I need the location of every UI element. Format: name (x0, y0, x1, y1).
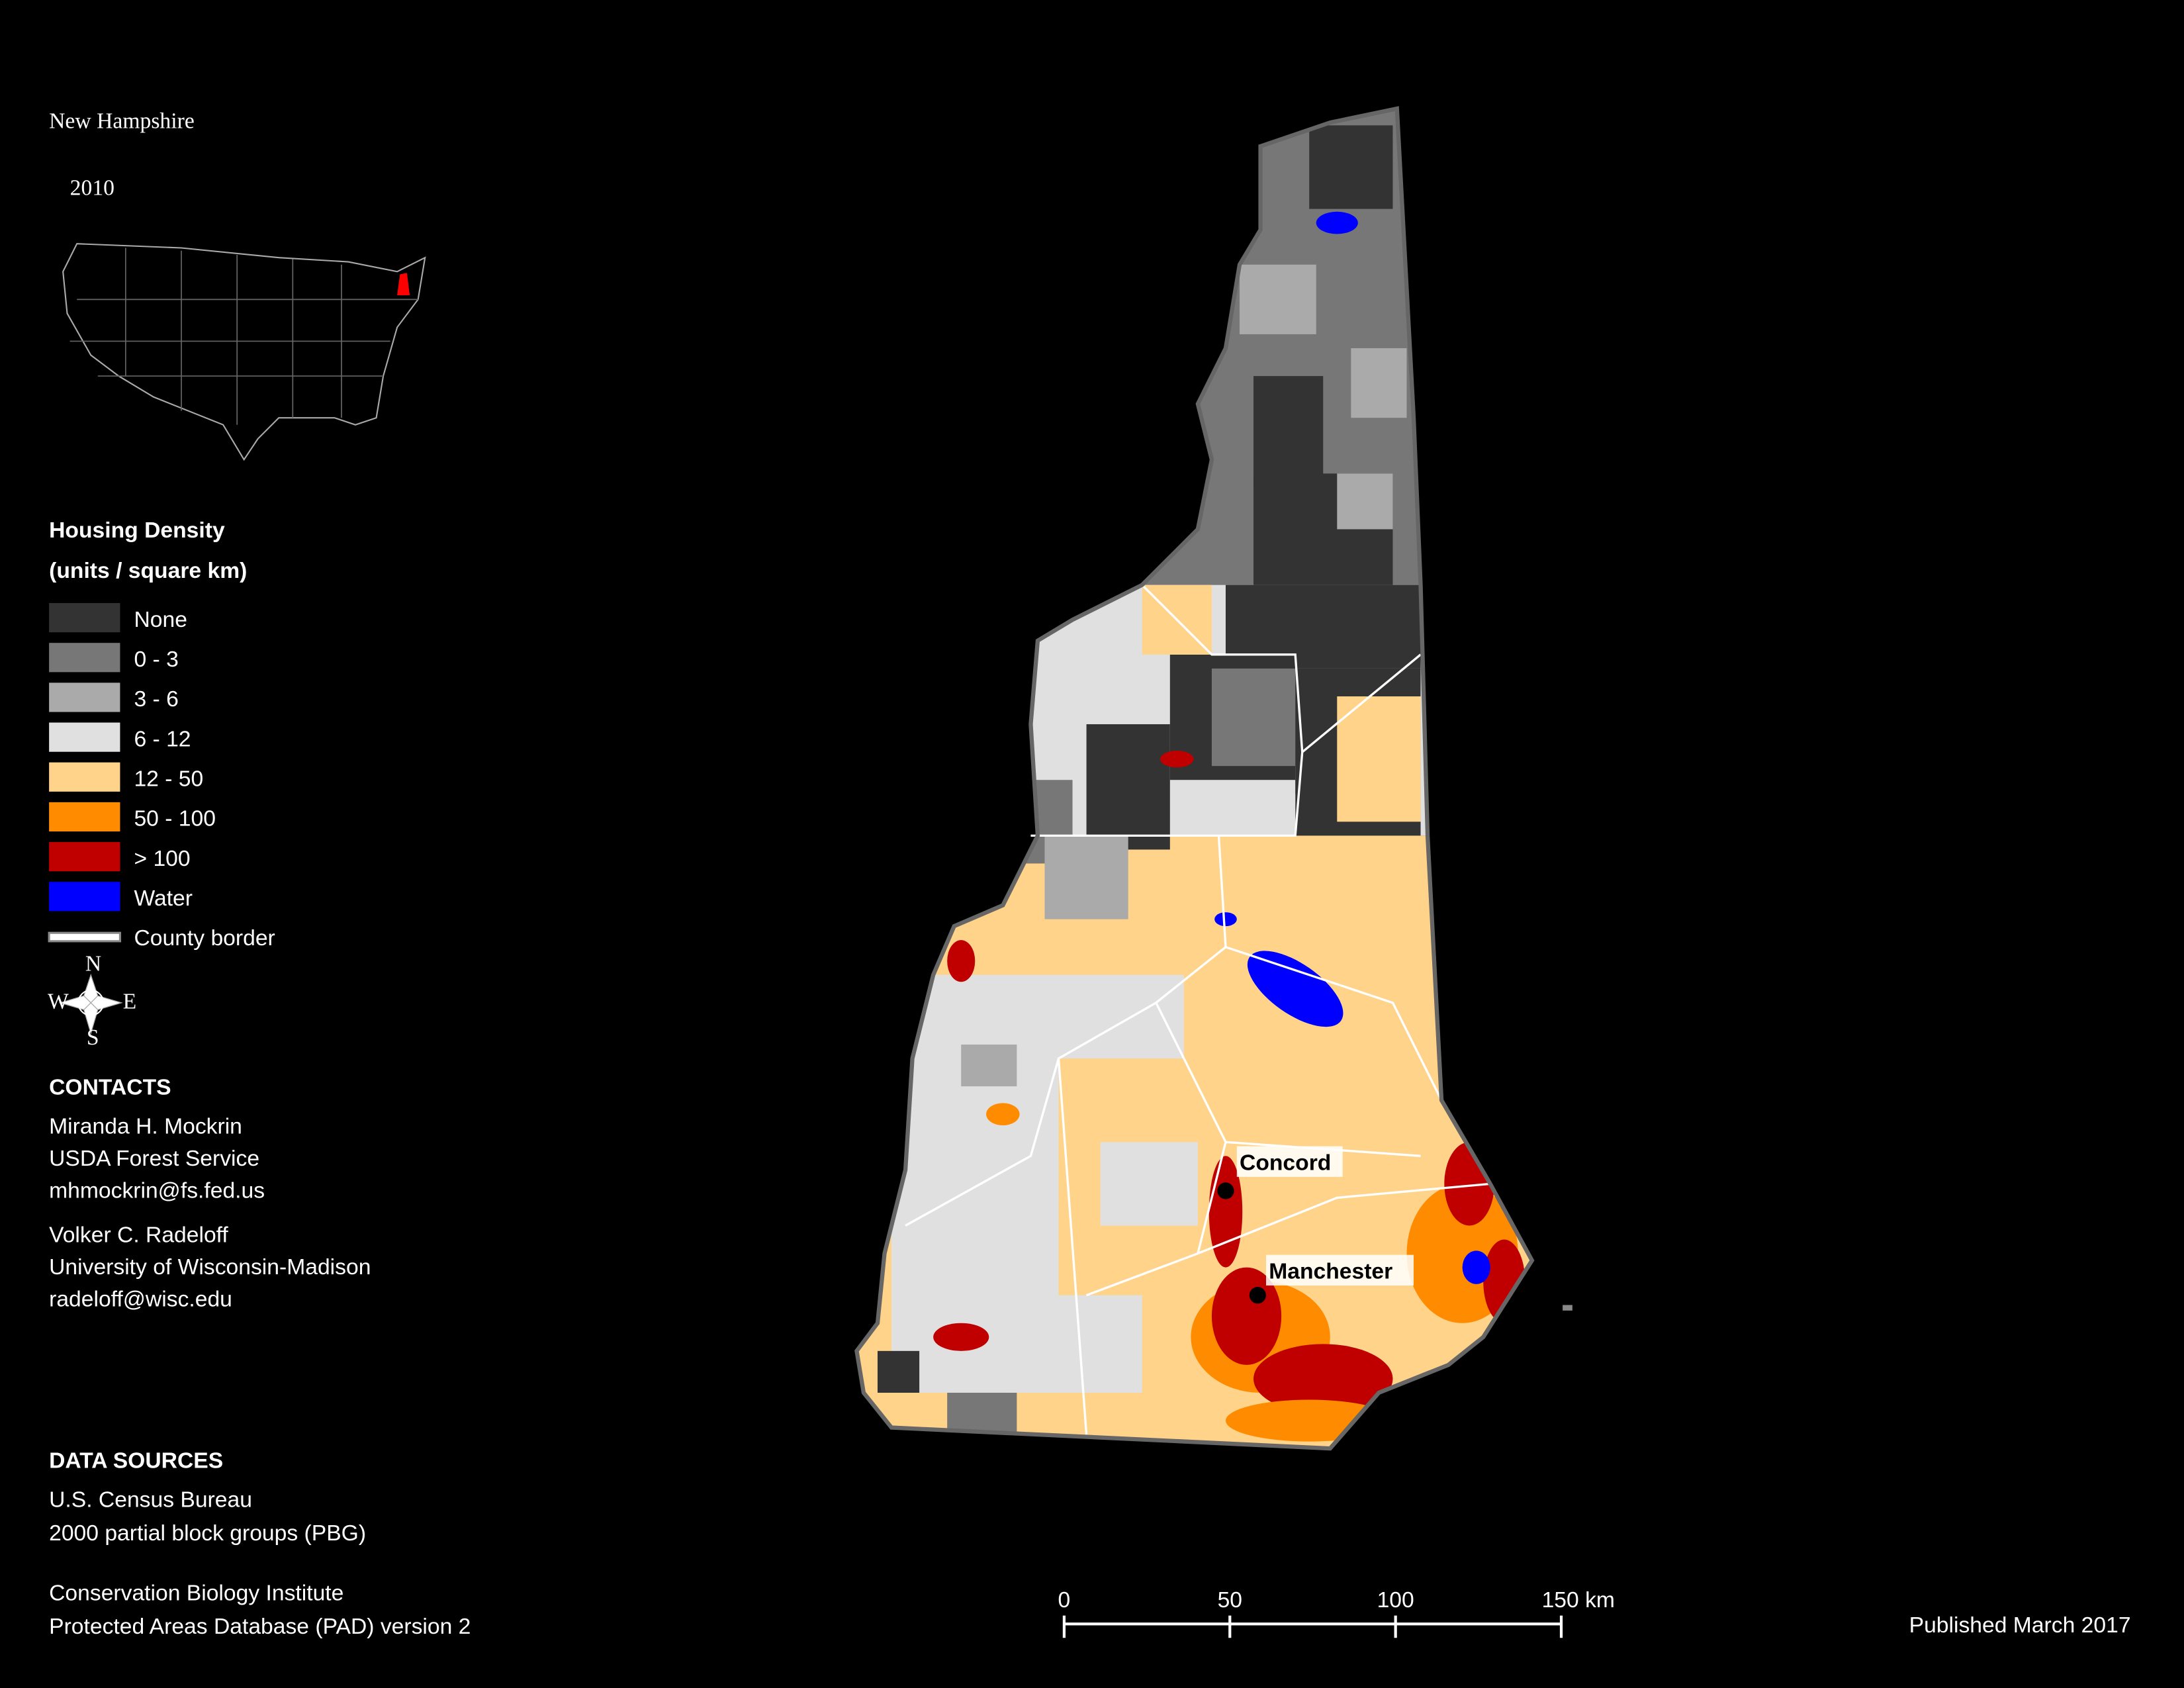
density-patch (961, 1044, 1017, 1087)
legend-swatch (49, 722, 120, 752)
density-patch (1351, 348, 1407, 418)
compass-e: E (123, 989, 137, 1013)
legend-swatch (49, 682, 120, 712)
source-line: Conservation Biology Institute (49, 1581, 343, 1605)
contact-line: University of Wisconsin-Madison (49, 1255, 371, 1280)
compass-star (58, 973, 123, 1035)
city-label-box (1265, 1254, 1414, 1286)
legend-swatch (49, 762, 120, 792)
legend-label: 3 - 6 (134, 687, 178, 712)
contact-line: radeloff@wisc.edu (49, 1288, 232, 1312)
legend-title: Housing Density (49, 518, 225, 543)
legend-swatch (49, 882, 120, 912)
scale-bar: 0 50 100 150 km (1058, 1588, 1615, 1638)
density-patch (933, 1323, 989, 1351)
density-patch (1058, 974, 1184, 1059)
source-line: U.S. Census Bureau (49, 1487, 252, 1512)
us-state-lines (69, 248, 418, 425)
scale-label: 0 (1058, 1588, 1071, 1613)
contacts: Miranda H. Mockrin USDA Forest Service mhm… (49, 1115, 371, 1312)
density-patch (947, 1392, 1017, 1435)
sources-heading: DATA SOURCES (49, 1449, 223, 1474)
density-patch (1100, 1142, 1198, 1226)
contact-line: USDA Forest Service (49, 1147, 259, 1171)
density-patch (1214, 912, 1237, 927)
compass-ring (77, 989, 105, 1016)
map-title: New Hampshire (49, 109, 195, 134)
density-patch (1316, 211, 1358, 234)
published-date: Published March 2017 (1909, 1613, 2131, 1638)
legend-label: 6 - 12 (134, 727, 191, 751)
legend-label: 0 - 3 (134, 647, 178, 672)
density-patch (1337, 696, 1421, 822)
legend-subtitle: (units / square km) (49, 559, 247, 583)
legend: None 0 - 3 3 - 6 6 - 12 12 - 50 50 - 100 > 100… (48, 603, 275, 951)
city-marker (1249, 1287, 1266, 1304)
data-sources: U.S. Census Bureau 2000 partial block gro… (49, 1487, 471, 1638)
legend-swatch (49, 603, 120, 633)
scale-label: 100 (1377, 1588, 1414, 1613)
source-line: 2000 partial block groups (PBG) (49, 1521, 366, 1546)
scale-label: 50 (1218, 1588, 1242, 1613)
density-patch (1253, 1344, 1393, 1414)
source-line: Protected Areas Database (PAD) version 2 (49, 1615, 471, 1639)
density-patch (986, 1103, 1020, 1125)
density-patch (1240, 264, 1316, 334)
density-patch (1253, 376, 1324, 488)
map-year: 2010 (70, 176, 114, 201)
density-patch (1160, 751, 1194, 768)
scale-label: 150 km (1542, 1588, 1615, 1613)
city-label-box (1236, 1146, 1343, 1177)
density-patch (1211, 668, 1296, 767)
density-patch (1086, 724, 1170, 850)
compass-s: S (87, 1025, 99, 1050)
legend-label: None (134, 608, 187, 632)
density-patch (1309, 125, 1393, 209)
city-marker (1217, 1182, 1234, 1199)
us-outline (62, 243, 426, 461)
contacts-heading: CONTACTS (49, 1076, 171, 1100)
density-patch (947, 940, 976, 982)
legend-swatch (49, 802, 120, 832)
county-borders (905, 584, 1490, 1435)
density-patch (1462, 1250, 1490, 1284)
inset-map (62, 243, 426, 461)
legend-label: 12 - 50 (134, 767, 203, 791)
legend-swatch (49, 842, 120, 872)
density-patch (877, 1350, 920, 1393)
contact-line: mhmockrin@fs.fed.us (49, 1178, 265, 1203)
legend-swatch (48, 931, 122, 943)
compass-w: W (48, 989, 69, 1013)
legend-label: > 100 (134, 847, 190, 871)
contact-line: Volker C. Radeloff (49, 1223, 228, 1248)
density-patch (1044, 835, 1128, 919)
city-label: Manchester (1269, 1259, 1392, 1284)
contact-line: Miranda H. Mockrin (49, 1115, 242, 1139)
density-patch (1337, 473, 1393, 530)
island (1563, 1305, 1572, 1311)
density-patch (1003, 1295, 1142, 1393)
legend-label: County border (134, 926, 275, 951)
nh-highlight (397, 273, 410, 296)
compass-rose: N S E W (48, 951, 136, 1050)
state-outline (854, 106, 1535, 1451)
legend-label: 50 - 100 (134, 807, 216, 831)
compass-n: N (85, 951, 101, 976)
density-patch (1247, 951, 1343, 1027)
density-patch (1197, 794, 1296, 836)
legend-label: Water (134, 886, 193, 911)
city-label: Concord (1240, 1150, 1331, 1175)
legend-swatch (49, 643, 120, 673)
